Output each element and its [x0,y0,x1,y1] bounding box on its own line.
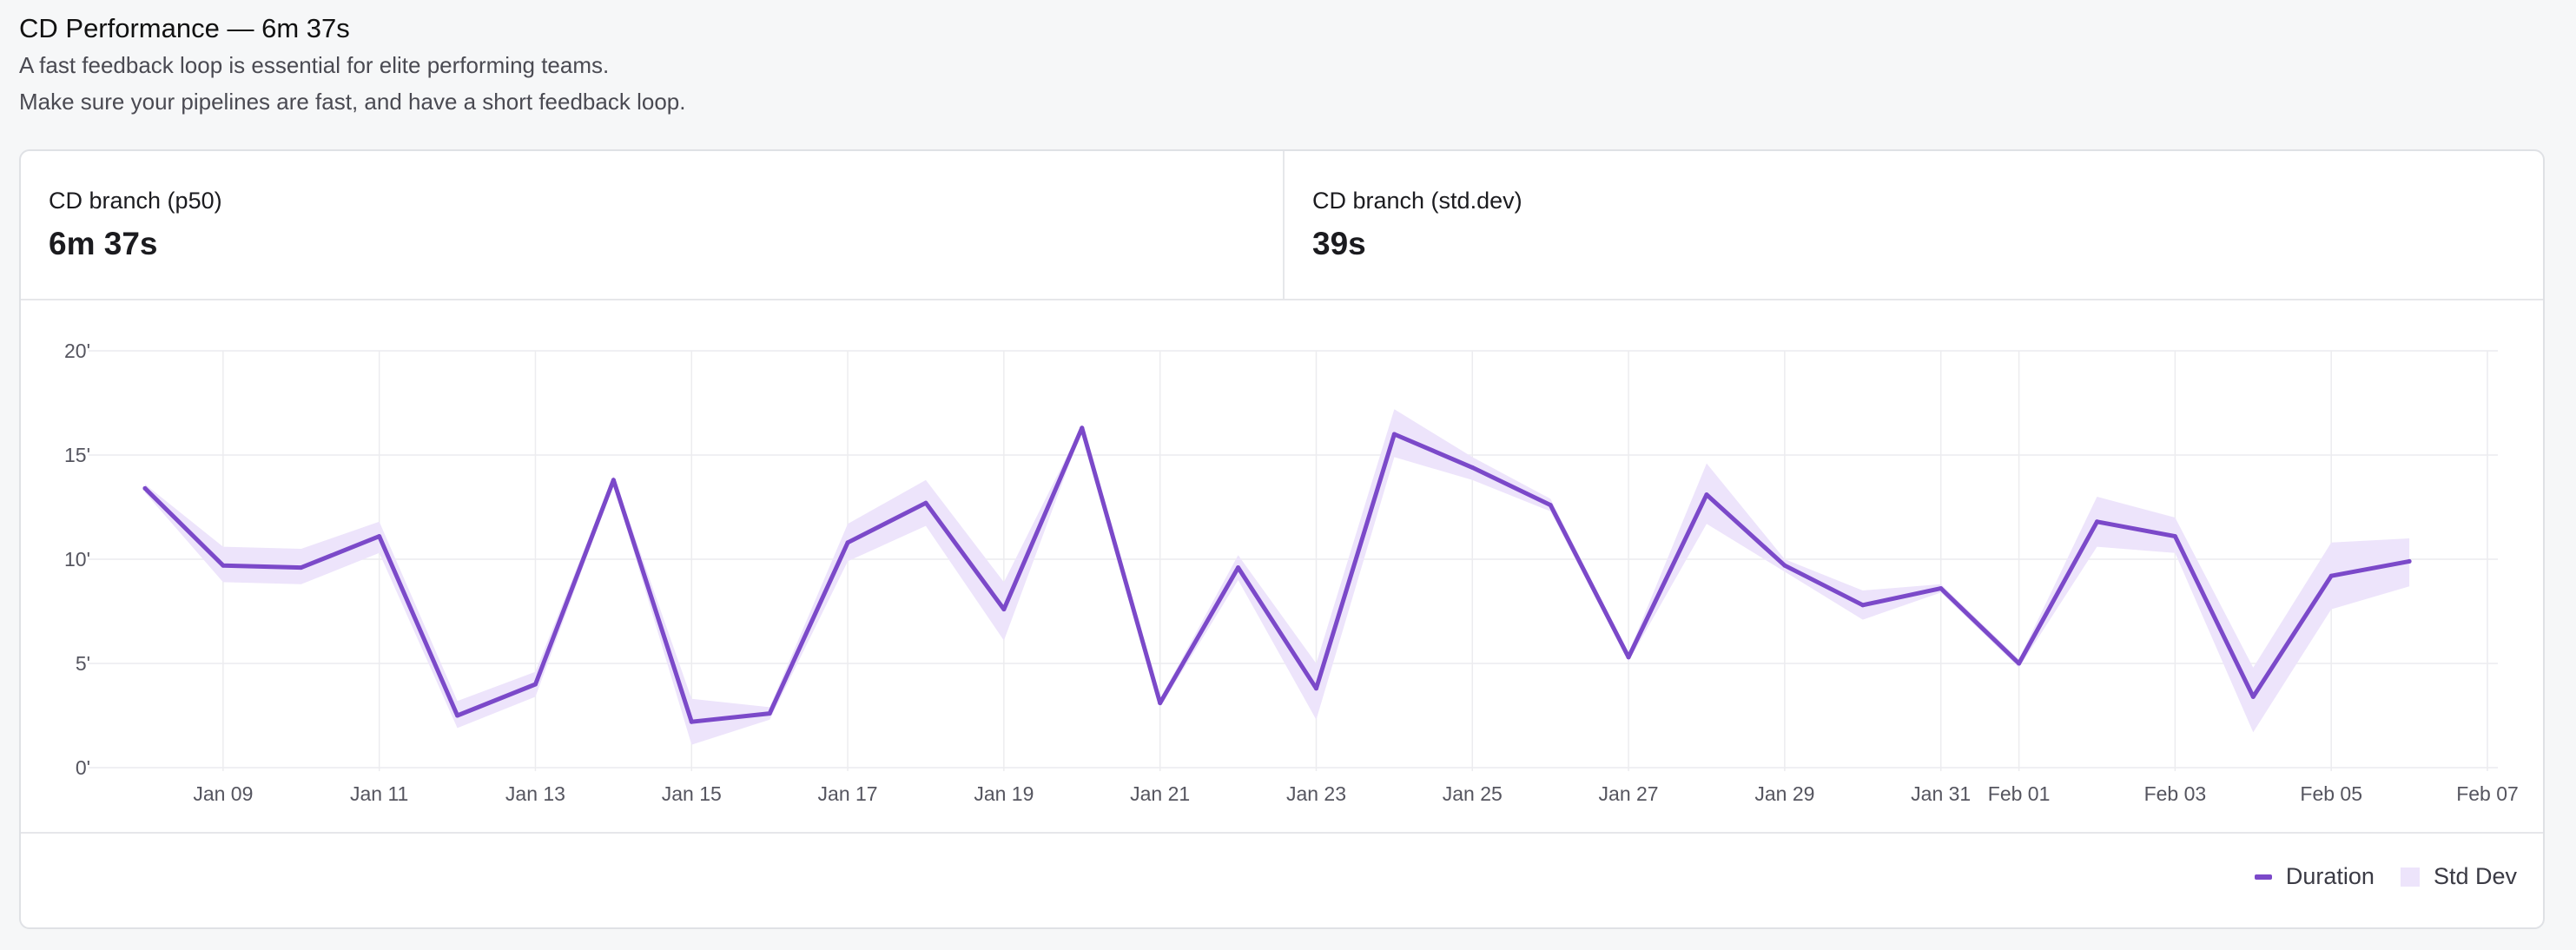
duration-point [221,563,226,568]
legend-label-duration: Duration [2285,863,2375,889]
page-header: CD Performance — 6m 37s A fast feedback … [19,10,685,120]
duration-point [1313,686,1318,691]
x-tick-label: Feb 01 [1988,782,2051,805]
stat-stddev-label: CD branch (std.dev) [1312,188,1522,214]
y-tick-label: 10' [64,548,90,571]
x-tick-label: Jan 17 [818,782,878,805]
duration-point [1158,701,1163,706]
stat-p50-value: 6m 37s [49,226,158,261]
x-tick-label: Jan 21 [1130,782,1190,805]
y-tick-label: 20' [64,340,90,362]
x-tick-label: Feb 07 [2456,782,2519,805]
x-tick-label: Feb 03 [2144,782,2207,805]
x-tick-label: Jan 29 [1754,782,1814,805]
duration-point [1704,492,1709,498]
legend-divider [21,832,2543,834]
duration-point [2017,661,2022,666]
stat-stddev-value: 39s [1312,226,1366,261]
page-description-line-2: Make sure your pipelines are fast, and h… [19,89,686,115]
duration-point [1548,503,1553,508]
duration-point [299,565,304,571]
duration-point [767,711,772,716]
x-tick-label: Feb 05 [2300,782,2362,805]
legend-label-stddev: Std Dev [2433,863,2517,889]
chart-legend: Duration Std Dev [2229,863,2517,890]
duration-point [2250,694,2256,699]
duration-point [611,478,616,483]
x-tick-label: Jan 19 [974,782,1034,805]
duration-point [2407,558,2412,564]
duration-chart: 0' 5' 10' 15' 20' Jan 09 Jan 11 Jan 13 Jan 15 Jan… [64,340,2519,805]
duration-point [1626,655,1631,660]
x-tick-label: Jan 11 [350,782,408,805]
duration-point [1001,607,1007,612]
duration-point [455,713,460,718]
duration-point [1939,586,1944,591]
stat-stddev: CD branch (std.dev) 39s [1285,151,2543,299]
duration-point [1236,565,1241,571]
y-tick-label: 15' [64,444,90,466]
duration-point [2172,534,2177,539]
page-description-line-1: A fast feedback loop is essential for el… [19,52,610,78]
legend-item-stddev[interactable]: Std Dev [2400,863,2517,890]
legend-item-duration[interactable]: Duration [2254,863,2375,890]
duration-point [1470,465,1475,470]
x-tick-label: Jan 25 [1443,782,1503,805]
duration-point [2328,573,2334,578]
duration-point [923,500,928,505]
legend-swatch-stddev [2400,867,2420,887]
stats-row: CD branch (p50) 6m 37s CD branch (std.de… [21,151,2543,300]
duration-line [142,426,2412,724]
x-tick-label: Jan 27 [1599,782,1659,805]
duration-point [532,682,538,687]
legend-swatch-duration [2254,874,2272,880]
duration-point [1860,603,1866,608]
x-tick-label: Jan 09 [193,782,253,805]
cd-performance-card: CD branch (p50) 6m 37s CD branch (std.de… [19,149,2545,929]
duration-point [1782,563,1787,568]
duration-point [377,534,382,539]
x-tick-label: Jan 23 [1286,782,1346,805]
x-tick-label: Jan 13 [505,782,565,805]
y-tick-label: 0' [76,756,90,779]
page-title: CD Performance — 6m 37s [19,13,350,43]
duration-point [142,485,148,491]
duration-point [845,540,850,545]
stddev-band [145,409,2410,745]
stat-p50-label: CD branch (p50) [49,188,222,214]
duration-point [1080,426,1085,431]
x-tick-label: Jan 15 [662,782,722,805]
y-tick-label: 5' [76,652,90,675]
duration-point [1391,432,1397,437]
duration-point [689,719,694,724]
x-tick-label: Jan 31 [1911,782,1971,805]
stat-p50: CD branch (p50) 6m 37s [21,151,1285,299]
duration-point [2094,519,2099,524]
